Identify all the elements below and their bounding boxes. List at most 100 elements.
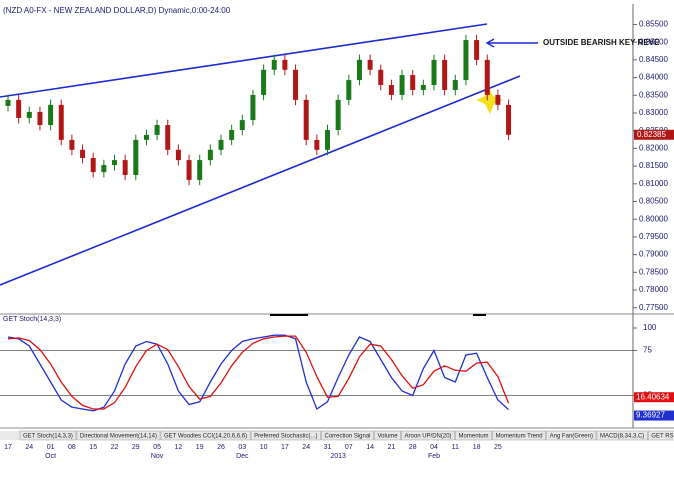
tab[interactable]: GET Woodies CCI(14,20,6,6,6): [164, 434, 247, 440]
candle-body: [37, 111, 43, 126]
candle-body: [261, 69, 267, 95]
y-tick-label: 0.78500: [639, 267, 668, 276]
candle-body: [495, 94, 501, 105]
chart-title: (NZD A0-FX - NEW ZEALAND DOLLAR,D) Dynam…: [3, 6, 231, 15]
stoch-line: [7, 335, 510, 410]
x-tick-label: 05: [153, 444, 161, 451]
x-tick-label: 22: [111, 444, 119, 451]
x-month-label: Oct: [45, 453, 56, 460]
y-tick-label: 0.79000: [639, 250, 668, 259]
candle-body: [154, 125, 160, 135]
tab-frame: [401, 430, 455, 441]
candle-body: [143, 134, 149, 140]
candle-body: [197, 160, 203, 180]
candle-body: [303, 99, 309, 140]
annotation: OUTSIDE BEARISH KEY REVE: [543, 38, 660, 47]
tab[interactable]: Correction Signal: [324, 434, 370, 440]
candle-body: [410, 75, 416, 90]
arrow-head: [485, 38, 495, 48]
x-tick-label: 17: [4, 444, 12, 451]
stoch-line: [7, 334, 509, 412]
y-tick-label: 0.83000: [639, 108, 668, 117]
x-tick-label: 07: [345, 444, 353, 451]
candle-body: [399, 75, 405, 95]
tab-frame: [455, 430, 492, 441]
y-tick-label: 0.77500: [639, 303, 668, 312]
value-box: [634, 392, 674, 403]
tab[interactable]: Aroon UP/DN(20): [405, 434, 452, 440]
candle-body: [175, 149, 181, 161]
candle-body: [250, 94, 256, 121]
candle-body: [58, 104, 64, 140]
y-tick-label: 0.83500: [639, 90, 668, 99]
tab[interactable]: Directional Movement(14,14): [80, 434, 157, 440]
candle-body: [165, 125, 171, 150]
tab-frame: [546, 430, 597, 441]
tab[interactable]: Momentum: [459, 434, 489, 440]
x-month-label: Nov: [151, 453, 164, 460]
x-tick-label: 29: [132, 444, 140, 451]
candle-body: [282, 59, 288, 70]
candle-body: [506, 104, 512, 135]
x-tick-label: 11: [452, 444, 459, 451]
candle-body: [420, 85, 426, 90]
candle-body: [218, 139, 224, 150]
tab-frame: [596, 430, 648, 441]
tab-frame: [19, 430, 77, 441]
tab-frame: [250, 430, 321, 441]
tab[interactable]: Ang Fan(Green): [550, 434, 593, 440]
tab-frame: [648, 430, 674, 441]
candle-body: [463, 40, 469, 81]
x-tick-label: 25: [494, 444, 502, 451]
tab[interactable]: Momentum Trend: [496, 434, 543, 440]
tab-bar: GET Stoch(14,3,3) Directional Movement(14…: [0, 430, 674, 441]
x-tick-label: 17: [281, 444, 289, 451]
candle-body: [346, 80, 352, 100]
y-tick-label: 0.85000: [639, 37, 668, 46]
tab[interactable]: MACD(8,34,3,C): [600, 434, 644, 440]
candle-body: [474, 40, 480, 60]
x-tick-label: 15: [89, 444, 97, 451]
candle-body: [452, 80, 458, 90]
trend-line: [0, 75, 521, 286]
candle-body: [431, 59, 437, 86]
tab[interactable]: Volume: [378, 434, 399, 440]
candle-body: [80, 149, 86, 158]
x-tick-label: 21: [388, 444, 396, 451]
highlight: [476, 86, 503, 114]
x-tick-label: 26: [217, 444, 225, 451]
tab[interactable]: Preferred Stochastic(...): [254, 434, 317, 440]
candle-body: [5, 99, 11, 106]
y-tick-label: 0.84000: [639, 73, 668, 82]
x-month-label: Dec: [236, 453, 249, 460]
candle-body: [112, 160, 117, 166]
candle-body: [229, 129, 235, 140]
y-tick-label: 0.81000: [639, 179, 668, 188]
tab-frame: [321, 430, 374, 441]
x-tick-label: 24: [25, 444, 33, 451]
y-tick-label: 100: [643, 323, 657, 332]
candle-body: [367, 59, 373, 70]
candle-body: [133, 139, 139, 175]
candle-body: [293, 69, 299, 100]
candle-body: [69, 139, 75, 150]
x-tick-label: 31: [324, 444, 332, 451]
x-tick-label: 12: [175, 444, 183, 451]
y-tick-label: 0.82000: [639, 144, 668, 153]
y-tick-label: 0.80500: [639, 197, 668, 206]
price-box: [634, 129, 674, 140]
candle-body: [356, 59, 362, 81]
candle-body: [26, 111, 32, 118]
x-tick-label: 10: [260, 444, 268, 451]
x-tick-label: 28: [409, 444, 417, 451]
candle-body: [48, 104, 54, 126]
x-tick-label: 04: [430, 444, 438, 451]
tab[interactable]: GET RSI(2,2,2): [651, 434, 674, 440]
y-tick-label: 0.84500: [639, 55, 668, 64]
x-tick-label: 08: [68, 444, 76, 451]
tab[interactable]: GET Stoch(14,3,3): [23, 434, 73, 440]
x-tick-label: 24: [302, 444, 310, 451]
